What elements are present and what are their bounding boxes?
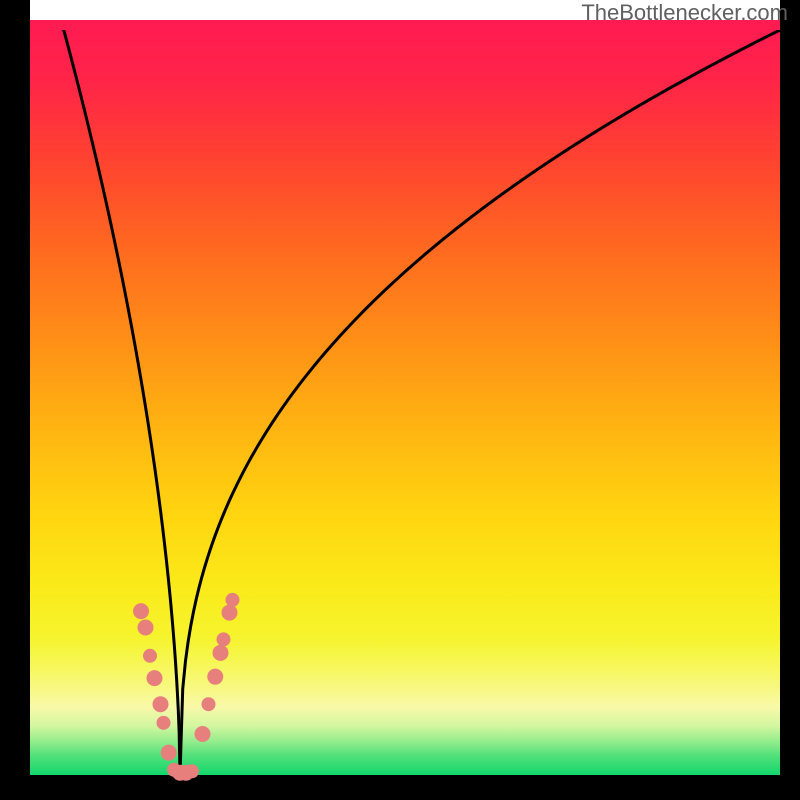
sample-marker bbox=[207, 669, 223, 685]
sample-markers bbox=[133, 593, 240, 781]
sample-marker bbox=[157, 716, 171, 730]
sample-marker bbox=[195, 726, 211, 742]
watermark-text: TheBottlenecker.com bbox=[581, 0, 788, 26]
sample-marker bbox=[202, 697, 216, 711]
sample-marker bbox=[226, 593, 240, 607]
sample-marker bbox=[133, 603, 149, 619]
sample-marker bbox=[222, 605, 238, 621]
sample-marker bbox=[161, 745, 177, 761]
chart-container: TheBottlenecker.com bbox=[0, 0, 800, 800]
sample-marker bbox=[217, 632, 231, 646]
sample-marker bbox=[147, 670, 163, 686]
chart-svg bbox=[0, 0, 800, 800]
sample-marker bbox=[138, 619, 154, 635]
sample-marker bbox=[185, 764, 199, 778]
sample-marker bbox=[153, 696, 169, 712]
sample-marker bbox=[213, 645, 229, 661]
bottleneck-curve bbox=[64, 30, 780, 775]
chart-frame bbox=[0, 0, 800, 800]
sample-marker bbox=[143, 649, 157, 663]
